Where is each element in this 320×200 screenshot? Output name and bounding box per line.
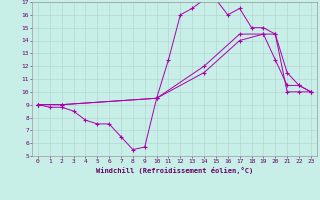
X-axis label: Windchill (Refroidissement éolien,°C): Windchill (Refroidissement éolien,°C) (96, 167, 253, 174)
